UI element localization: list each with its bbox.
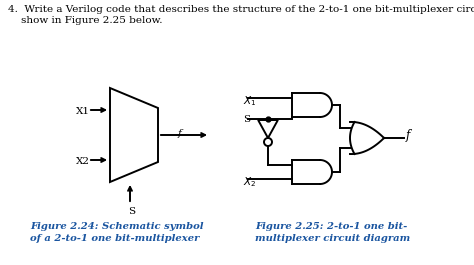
- Text: S: S: [128, 207, 135, 216]
- Text: X1: X1: [76, 107, 90, 116]
- Text: S: S: [243, 115, 250, 124]
- Text: $X_2$: $X_2$: [243, 175, 256, 189]
- Text: Figure 2.24: Schematic symbol
of a 2-to-1 one bit-multiplexer: Figure 2.24: Schematic symbol of a 2-to-…: [30, 222, 203, 243]
- Text: f: f: [406, 130, 410, 143]
- Text: f: f: [178, 129, 182, 138]
- Text: 4.  Write a Verilog code that describes the structure of the 2-to-1 one bit-mult: 4. Write a Verilog code that describes t…: [8, 5, 474, 14]
- Text: X2: X2: [76, 157, 90, 166]
- Text: $X_1$: $X_1$: [243, 94, 256, 108]
- Text: Figure 2.25: 2-to-1 one bit-
multiplexer circuit diagram: Figure 2.25: 2-to-1 one bit- multiplexer…: [255, 222, 410, 243]
- Text: show in Figure 2.25 below.: show in Figure 2.25 below.: [8, 16, 163, 25]
